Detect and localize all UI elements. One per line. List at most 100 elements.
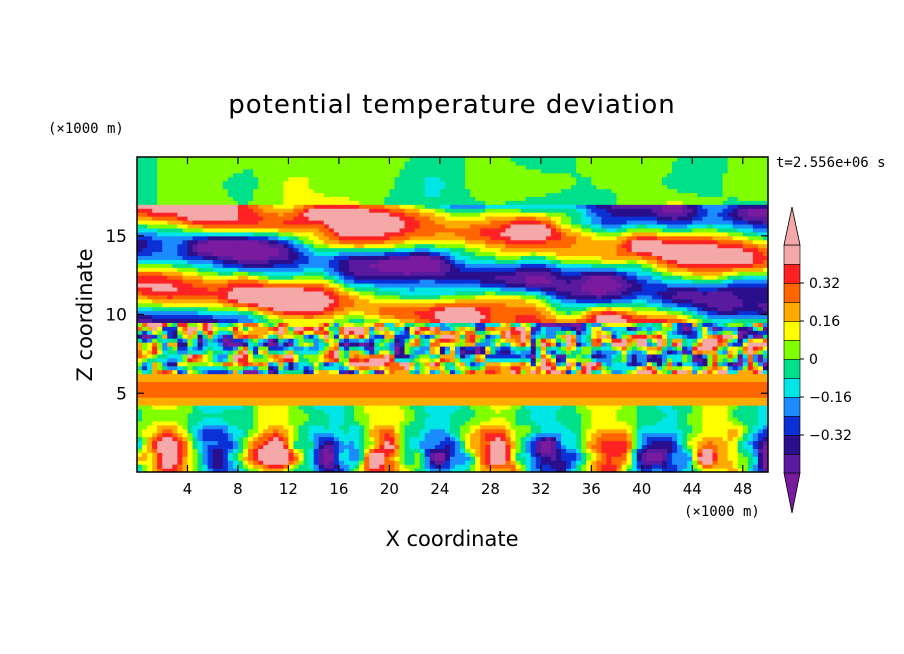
field-cell bbox=[414, 314, 421, 320]
field-cell bbox=[424, 263, 431, 268]
field-cell bbox=[424, 164, 431, 170]
field-cell bbox=[364, 385, 370, 390]
field-cell bbox=[419, 330, 426, 335]
field-cell bbox=[207, 231, 214, 237]
field-cell bbox=[323, 428, 330, 434]
field-cell bbox=[384, 424, 390, 430]
field-cell bbox=[167, 412, 173, 418]
field-cell bbox=[409, 231, 416, 237]
field-cell bbox=[253, 448, 259, 453]
field-cell bbox=[444, 157, 451, 162]
field-cell bbox=[217, 342, 224, 347]
field-cell bbox=[374, 204, 380, 209]
field-cell bbox=[414, 164, 421, 170]
field-cell bbox=[177, 294, 184, 300]
field-cell bbox=[444, 409, 451, 414]
field-cell bbox=[207, 468, 214, 472]
field-cell bbox=[237, 247, 244, 253]
field-cell bbox=[157, 468, 163, 472]
field-cell bbox=[389, 255, 396, 260]
field-cell bbox=[414, 255, 421, 260]
field-cell bbox=[202, 259, 209, 264]
field-cell bbox=[202, 294, 209, 300]
field-cell bbox=[227, 365, 234, 371]
field-cell bbox=[232, 424, 239, 430]
field-cell bbox=[444, 440, 451, 446]
field-cell bbox=[253, 389, 259, 394]
field-cell bbox=[328, 168, 335, 174]
field-cell bbox=[268, 436, 274, 442]
field-cell bbox=[288, 405, 295, 410]
field-cell bbox=[273, 436, 279, 442]
field-cell bbox=[414, 283, 421, 288]
field-cell bbox=[359, 306, 365, 312]
field-cell bbox=[333, 298, 340, 304]
field-cell bbox=[439, 314, 446, 320]
field-cell bbox=[313, 302, 320, 308]
field-cell bbox=[222, 420, 229, 426]
field-cell bbox=[232, 283, 239, 288]
field-cell bbox=[157, 164, 163, 170]
field-cell bbox=[439, 412, 446, 418]
field-cell bbox=[248, 330, 254, 335]
field-cell bbox=[429, 349, 436, 355]
field-cell bbox=[354, 330, 360, 335]
field-cell bbox=[318, 184, 325, 190]
field-cell bbox=[333, 212, 340, 217]
field-cell bbox=[278, 251, 284, 257]
field-cell bbox=[268, 283, 274, 288]
field-cell bbox=[384, 420, 390, 426]
field-cell bbox=[147, 385, 153, 390]
field-cell bbox=[349, 180, 355, 186]
field-cell bbox=[147, 314, 153, 320]
field-cell bbox=[197, 279, 204, 284]
field-cell bbox=[182, 176, 189, 182]
field-cell bbox=[384, 188, 390, 194]
field-cell bbox=[283, 326, 290, 331]
field-cell bbox=[308, 401, 315, 406]
field-cell bbox=[253, 188, 259, 194]
field-cell bbox=[273, 405, 279, 410]
field-cell bbox=[207, 440, 214, 446]
field-cell bbox=[227, 428, 234, 434]
field-cell bbox=[288, 271, 295, 276]
field-cell bbox=[147, 456, 153, 461]
field-cell bbox=[273, 310, 279, 316]
field-cell bbox=[227, 180, 234, 186]
field-cell bbox=[374, 389, 380, 394]
field-cell bbox=[187, 428, 194, 434]
field-cell bbox=[323, 176, 330, 182]
field-cell bbox=[394, 176, 401, 182]
field-cell bbox=[419, 401, 426, 406]
field-cell bbox=[349, 200, 355, 205]
field-cell bbox=[243, 361, 249, 367]
field-cell bbox=[152, 385, 158, 390]
field-cell bbox=[202, 401, 209, 406]
field-cell bbox=[137, 279, 143, 284]
field-cell bbox=[217, 338, 224, 343]
field-cell bbox=[182, 432, 189, 438]
field-cell bbox=[374, 452, 380, 457]
field-cell bbox=[419, 428, 426, 434]
field-cell bbox=[157, 365, 163, 371]
field-cell bbox=[243, 290, 249, 296]
field-cell bbox=[263, 326, 269, 331]
field-cell bbox=[162, 239, 168, 245]
field-cell bbox=[207, 389, 214, 394]
field-cell bbox=[167, 164, 173, 170]
field-cell bbox=[212, 326, 219, 331]
field-cell bbox=[384, 353, 390, 359]
field-cell bbox=[338, 397, 345, 402]
field-cell bbox=[177, 330, 184, 335]
field-cell bbox=[263, 314, 269, 320]
field-cell bbox=[439, 220, 446, 225]
field-cell bbox=[364, 365, 370, 371]
field-cell bbox=[147, 365, 153, 371]
field-cell bbox=[182, 235, 189, 241]
field-cell bbox=[444, 200, 451, 205]
field-cell bbox=[142, 412, 148, 418]
field-cell bbox=[263, 259, 269, 264]
field-cell bbox=[152, 286, 158, 292]
field-cell bbox=[263, 432, 269, 438]
field-cell bbox=[439, 369, 446, 375]
